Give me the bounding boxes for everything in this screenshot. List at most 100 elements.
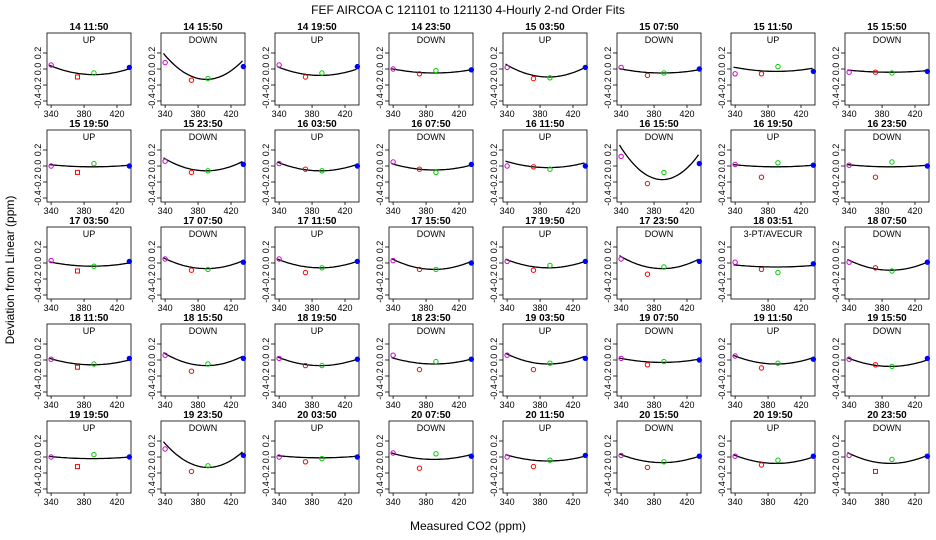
data-point xyxy=(48,62,54,68)
panel-direction-label: UP xyxy=(311,35,324,45)
y-tick-label: 0.0 xyxy=(489,257,499,270)
y-tick-label: -0.4 xyxy=(147,93,157,109)
y-tick-label: 0.0 xyxy=(147,257,157,270)
x-tick-label: 340 xyxy=(614,109,629,119)
y-tick-label: 0.2 xyxy=(261,144,271,157)
panel-direction-label: UP xyxy=(311,423,324,433)
x-tick-label: 420 xyxy=(223,303,238,313)
data-point xyxy=(504,352,510,358)
fit-curve xyxy=(733,264,813,268)
data-point xyxy=(468,453,475,459)
x-tick-label: 420 xyxy=(451,206,466,216)
data-point xyxy=(758,462,765,468)
data-point xyxy=(775,360,781,366)
fit-curve xyxy=(847,357,927,368)
data-point xyxy=(205,463,211,469)
panel-direction-label: UP xyxy=(83,35,96,45)
panel: 15 07:50 DOWN -0.4-0.20.0 0.2 340 380 420 xyxy=(603,22,703,119)
panel-title: 19 15:50 xyxy=(867,313,907,324)
data-point xyxy=(319,362,325,369)
panel: 17 03:50 UP -0.4-0.20.0 0.2 340 380 420 xyxy=(33,216,133,313)
data-point xyxy=(188,77,195,83)
y-tick-label: -0.4 xyxy=(717,287,727,303)
data-point xyxy=(390,66,396,72)
y-tick-label: -0.2 xyxy=(717,368,727,384)
panel-title: 20 07:50 xyxy=(411,410,451,421)
panel: 16 03:50 UP -0.4-0.20.0 0.2 340 380 420 xyxy=(261,119,361,216)
x-tick-label: 420 xyxy=(109,497,124,507)
data-point xyxy=(846,452,852,459)
y-tick-label: -0.4 xyxy=(831,481,841,497)
data-point xyxy=(433,358,439,365)
panel-title: 18 15:50 xyxy=(183,313,223,324)
y-tick-label: 0.0 xyxy=(147,354,157,367)
y-tick-label: 0.2 xyxy=(33,435,43,448)
y-tick-label: 0.2 xyxy=(147,338,157,351)
x-tick-label: 380 xyxy=(191,303,206,313)
fit-curve xyxy=(277,66,357,77)
panel-direction-label: DOWN xyxy=(645,326,674,336)
data-point xyxy=(889,268,895,274)
panel-title: 19 19:50 xyxy=(69,410,109,421)
panel-direction-label: UP xyxy=(83,326,96,336)
data-point xyxy=(504,258,510,265)
data-point xyxy=(302,459,309,465)
x-tick-label: 420 xyxy=(337,206,352,216)
x-tick-label: 380 xyxy=(305,303,320,313)
data-point xyxy=(74,169,80,175)
data-point xyxy=(872,468,878,474)
panel: 14 23:50 DOWN -0.4-0.20.0 0.2 340 380 420 xyxy=(375,22,475,119)
x-tick-label: 420 xyxy=(109,303,124,313)
y-tick-label: 0.0 xyxy=(375,63,385,76)
y-tick-label: -0.4 xyxy=(375,384,385,400)
x-tick-label: 380 xyxy=(533,206,548,216)
y-tick-label: -0.4 xyxy=(261,93,271,109)
data-point xyxy=(775,160,781,166)
data-point xyxy=(91,70,97,76)
y-tick-label: -0.2 xyxy=(489,368,499,384)
x-tick-label: 340 xyxy=(158,497,173,507)
y-tick-label: 0.2 xyxy=(717,435,727,448)
panel: 16 07:50 DOWN -0.4-0.20.0 0.2 340 380 420 xyxy=(375,119,475,216)
x-tick-label: 380 xyxy=(647,109,662,119)
y-tick-label: 0.0 xyxy=(375,257,385,270)
data-point xyxy=(354,63,361,70)
panel-direction-label: UP xyxy=(83,132,96,142)
panel-direction-label: UP xyxy=(311,132,324,142)
data-point xyxy=(696,453,703,459)
x-tick-label: 420 xyxy=(793,497,808,507)
fit-curve xyxy=(277,454,357,459)
x-tick-label: 380 xyxy=(305,497,320,507)
y-tick-label: 0.2 xyxy=(375,241,385,254)
x-tick-label: 340 xyxy=(272,497,287,507)
y-tick-label: 0.0 xyxy=(717,160,727,173)
x-tick-label: 380 xyxy=(875,303,890,313)
x-tick-label: 420 xyxy=(793,109,808,119)
data-point xyxy=(188,468,195,475)
y-tick-label: -0.2 xyxy=(489,174,499,190)
data-point xyxy=(390,257,396,264)
fit-curve xyxy=(49,163,129,168)
panel-title: 14 15:50 xyxy=(183,22,223,33)
fit-curve xyxy=(505,63,585,78)
panel: 19 23:50 DOWN -0.4-0.20.0 0.2 340 380 420 xyxy=(147,410,247,507)
data-point xyxy=(758,266,765,273)
panel-title: 20 19:50 xyxy=(753,410,793,421)
data-point xyxy=(48,454,54,460)
fit-curve xyxy=(391,452,471,461)
panel-title: 14 11:50 xyxy=(70,22,109,33)
x-tick-label: 420 xyxy=(223,109,238,119)
y-tick-label: -0.4 xyxy=(717,190,727,206)
panel-title: 16 11:50 xyxy=(526,119,565,130)
y-tick-label: -0.4 xyxy=(489,384,499,400)
data-point xyxy=(644,72,651,79)
x-tick-label: 340 xyxy=(614,497,629,507)
y-tick-label: 0.0 xyxy=(831,63,841,76)
panel-title: 20 15:50 xyxy=(639,410,679,421)
x-tick-label: 420 xyxy=(337,497,352,507)
data-point xyxy=(126,355,133,362)
data-point xyxy=(205,168,211,174)
panel-title: 15 23:50 xyxy=(183,119,223,130)
data-point xyxy=(48,163,54,169)
